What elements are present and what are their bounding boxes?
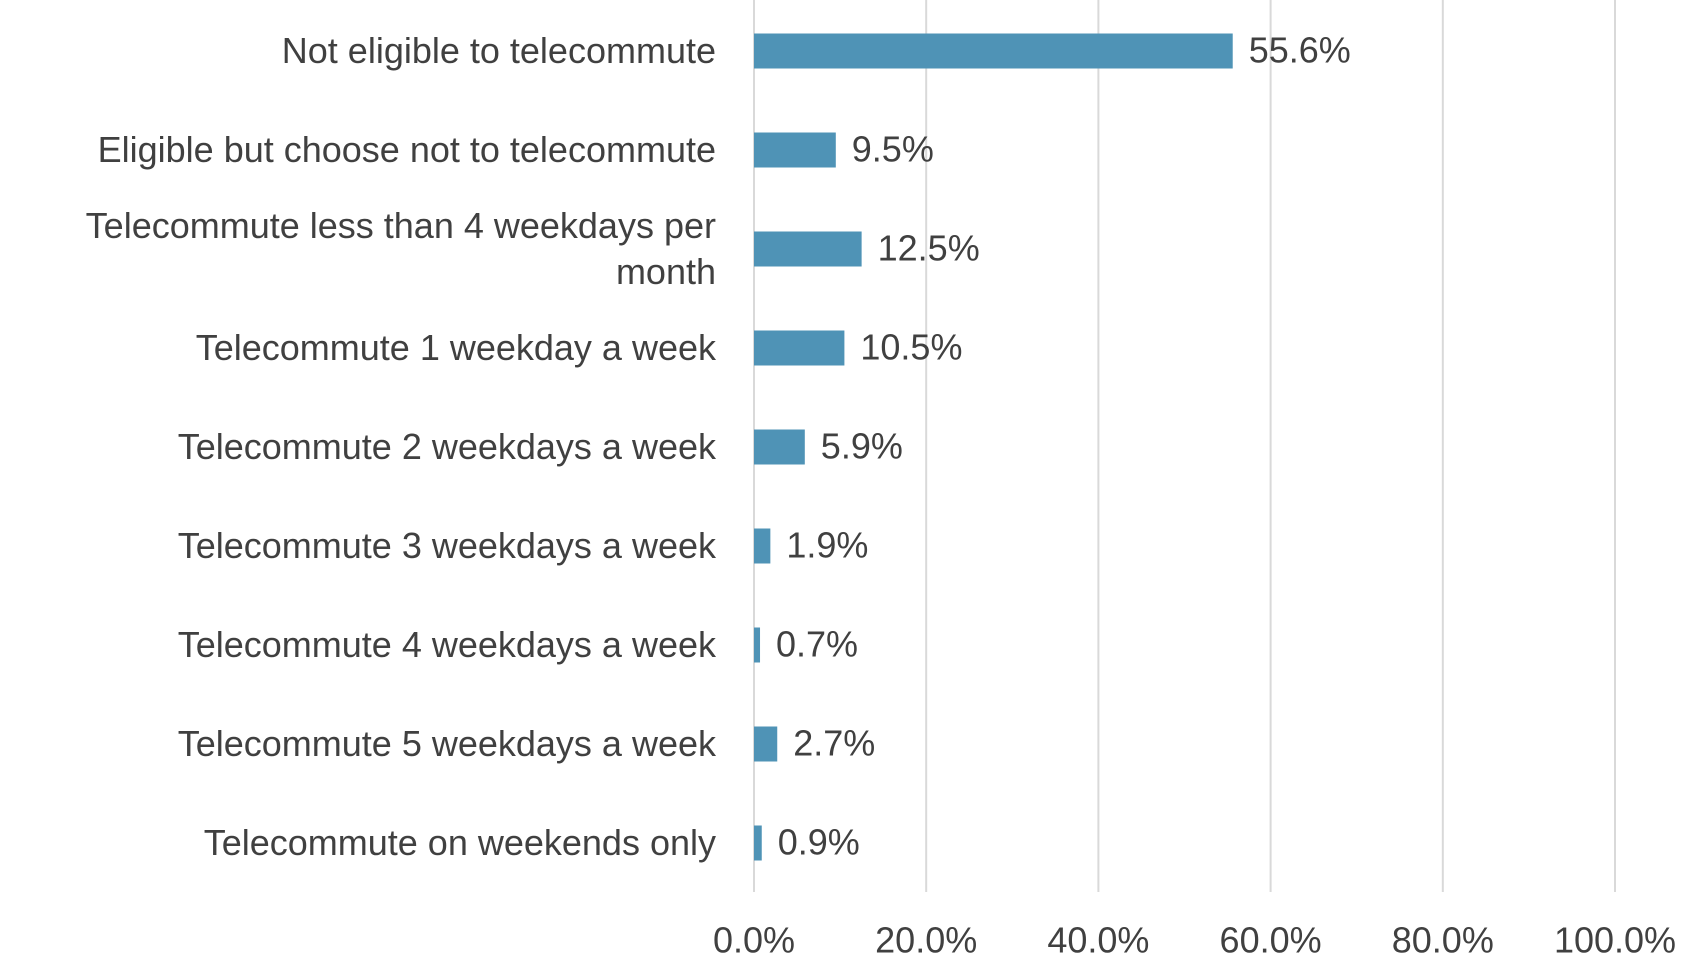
bar [754, 429, 805, 465]
value-label: 0.7% [776, 624, 858, 665]
bar [754, 627, 761, 663]
value-label: 5.9% [821, 426, 903, 467]
y-tick-label: Not eligible to telecommute [281, 30, 716, 71]
y-tick-label: Eligible but choose not to telecommute [97, 129, 716, 170]
x-tick-label: 80.0% [1392, 920, 1494, 961]
bar [754, 726, 778, 762]
bar [754, 528, 771, 564]
bar [754, 825, 762, 861]
value-label: 2.7% [793, 723, 875, 764]
value-label: 9.5% [852, 129, 934, 170]
y-tick-label: Telecommute 4 weekdays a week [177, 624, 716, 665]
x-tick-label: 60.0% [1220, 920, 1322, 961]
bar [754, 231, 862, 267]
y-tick-label: Telecommute on weekends only [203, 822, 716, 863]
value-label: 1.9% [786, 525, 868, 566]
value-label: 10.5% [860, 327, 962, 368]
y-tick-label: Telecommute less than 4 weekdays per mon… [85, 205, 716, 292]
bar [754, 330, 845, 366]
value-label: 12.5% [878, 228, 980, 269]
y-tick-label: Telecommute 1 weekday a week [195, 327, 716, 368]
y-tick-label: Telecommute 3 weekdays a week [177, 525, 716, 566]
y-tick-label: Telecommute 2 weekdays a week [177, 426, 716, 467]
y-tick-label: Telecommute 5 weekdays a week [177, 723, 716, 764]
x-tick-label: 20.0% [875, 920, 977, 961]
x-tick-label: 100.0% [1554, 920, 1676, 961]
x-tick-label: 40.0% [1047, 920, 1149, 961]
bar [754, 33, 1233, 69]
bar [754, 132, 836, 168]
x-tick-label: 0.0% [713, 920, 795, 961]
value-label: 55.6% [1249, 30, 1351, 71]
value-label: 0.9% [778, 822, 860, 863]
